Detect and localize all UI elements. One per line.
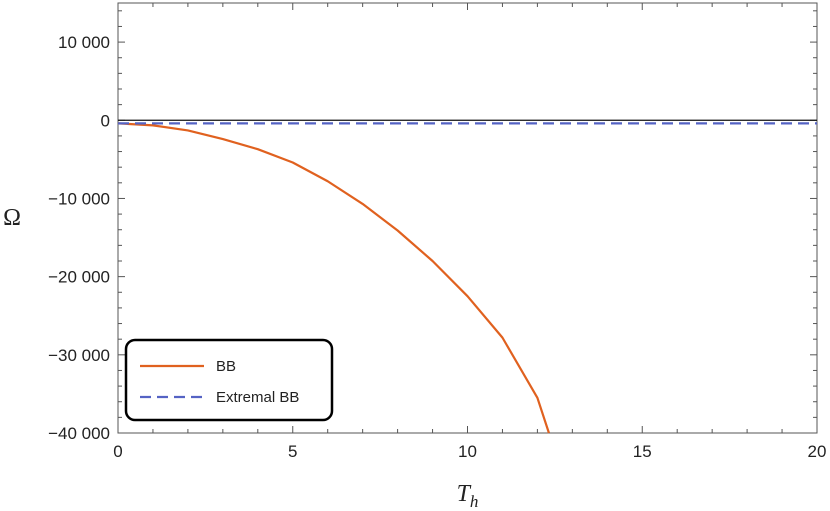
y-tick-label: −20 000 <box>48 268 110 287</box>
legend-label: BB <box>216 358 236 375</box>
x-tick-label: 10 <box>458 442 477 461</box>
x-tick-label: 0 <box>113 442 122 461</box>
x-axis-title-subscript: h <box>470 492 479 511</box>
series-group <box>117 122 817 434</box>
series-line-bb <box>117 122 550 434</box>
y-axis-title: Ω <box>3 205 21 231</box>
y-tick-label: −40 000 <box>48 424 110 443</box>
y-tick-label: 10 000 <box>58 33 110 52</box>
legend-box <box>124 338 334 422</box>
y-tick-label: −30 000 <box>48 346 110 365</box>
y-tick-label: 0 <box>101 111 110 130</box>
legend-label: Extremal BB <box>216 389 299 406</box>
x-tick-label: 20 <box>808 442 827 461</box>
y-tick-label: −10 000 <box>48 189 110 208</box>
x-tick-label: 5 <box>288 442 297 461</box>
y-tick-labels: −40 000 −30 000 −20 000 −10 000 0 10 000 <box>48 33 110 443</box>
x-tick-labels: 0 5 10 15 20 <box>113 442 826 461</box>
x-axis-title-main: T <box>457 481 472 507</box>
legend: BB Extremal BB <box>124 338 334 422</box>
x-axis-title: Th <box>457 481 479 511</box>
x-tick-label: 15 <box>633 442 652 461</box>
